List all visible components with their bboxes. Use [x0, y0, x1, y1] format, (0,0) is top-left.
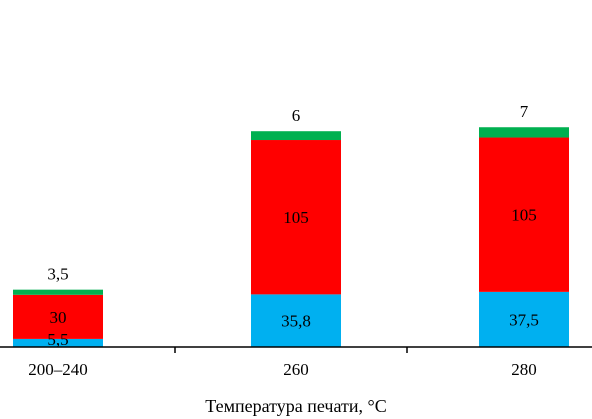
segment-label-0-0: 5,5: [47, 330, 68, 349]
bar-segment-1-0: [13, 294, 103, 339]
segment-label-0-1: 35,8: [281, 312, 311, 331]
bar-segment-2-1: [251, 131, 341, 141]
x-tick-label-2: 280: [511, 360, 537, 379]
bars-layer: [13, 127, 569, 347]
segment-label-1-0: 30: [50, 308, 67, 327]
segment-label-1-1: 105: [283, 208, 309, 227]
bar-segment-0-0: [13, 338, 103, 347]
x-tick-label-0: 200–240: [28, 360, 88, 379]
top-label-2: 7: [520, 102, 529, 121]
bar-segment-0-1: [251, 294, 341, 347]
top-labels: 3,5 6 7: [47, 102, 528, 283]
x-axis-title: Температура печати, °C: [205, 396, 386, 416]
x-tick-labels: 200–240 260 280: [28, 360, 537, 379]
segment-labels: 5,5 30 35,8 105 37,5 105: [47, 206, 539, 349]
segment-label-1-2: 105: [511, 206, 537, 225]
x-tick-label-1: 260: [283, 360, 309, 379]
bar-segment-2-2: [479, 127, 569, 138]
bar-segment-2-0: [13, 289, 103, 295]
x-axis-ticks: [174, 347, 408, 353]
top-label-1: 6: [292, 106, 301, 125]
bar-segment-0-2: [479, 291, 569, 347]
segment-label-0-2: 37,5: [509, 310, 539, 329]
bar-segment-1-2: [479, 137, 569, 292]
top-label-0: 3,5: [47, 265, 68, 284]
bar-segment-1-1: [251, 140, 341, 295]
